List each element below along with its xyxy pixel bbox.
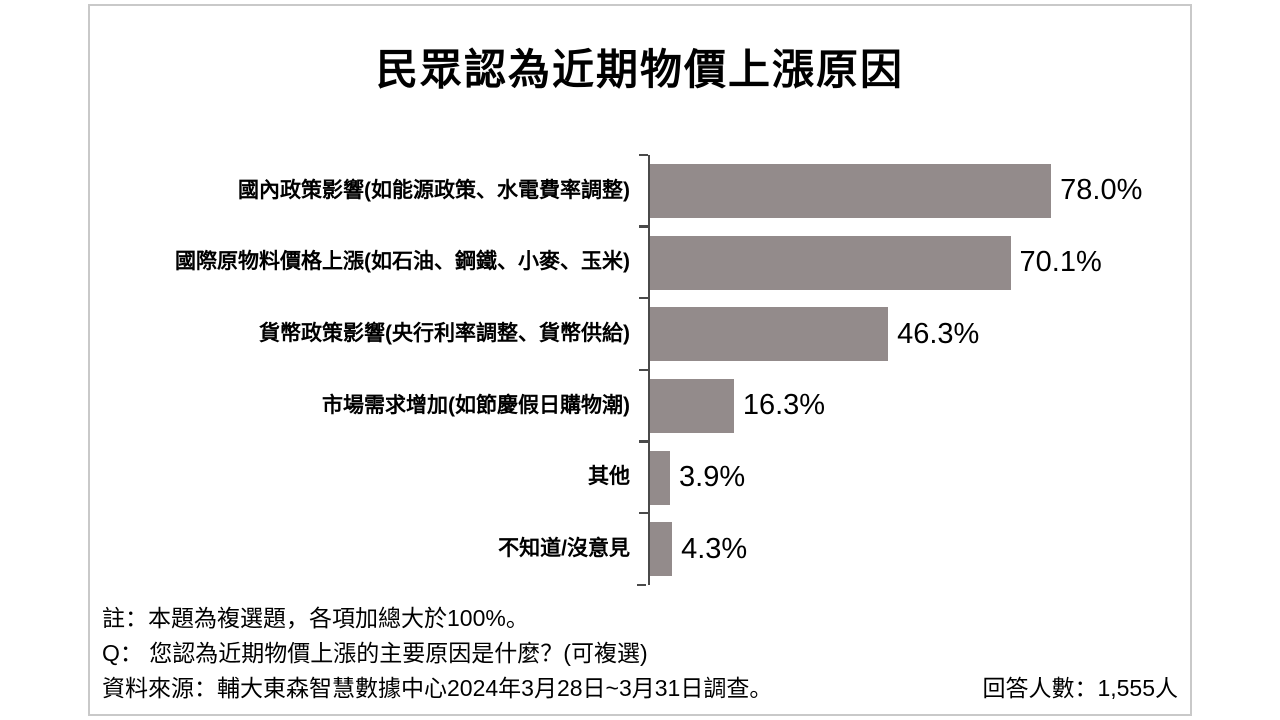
value-label: 78.0% xyxy=(1060,174,1143,207)
axis-tick xyxy=(638,511,648,515)
value-label: 4.3% xyxy=(681,532,748,565)
axis-tick xyxy=(638,440,648,443)
bar xyxy=(650,450,671,505)
plot-area: 46.3% xyxy=(638,296,1190,371)
axis-tick xyxy=(638,368,648,372)
axis-tick xyxy=(636,583,646,587)
category-label: 市場需求增加(如節慶假日購物潮) xyxy=(322,393,630,417)
note-question: Q： 您認為近期物價上漲的主要原因是什麼？(可複選) xyxy=(102,640,648,666)
note-multiselect: 註：本題為複選題，各項加總大於100%。 xyxy=(102,605,529,631)
bar-row: 不知道/沒意見 4.3% xyxy=(90,511,1190,586)
bar xyxy=(650,522,673,577)
chart-footer: 註：本題為複選題，各項加總大於100%。 Q： 您認為近期物價上漲的主要原因是什… xyxy=(102,601,1178,706)
value-label: 70.1% xyxy=(1019,246,1102,279)
bar xyxy=(650,307,889,362)
value-label: 16.3% xyxy=(742,389,826,422)
plot-area: 4.3% xyxy=(638,511,1190,586)
axis-tick xyxy=(638,296,648,300)
plot-area: 78.0% xyxy=(638,153,1190,227)
bar-row: 貨幣政策影響(央行利率調整、貨幣供給) 46.3% xyxy=(90,296,1190,371)
bar-chart: 國內政策影響(如能源政策、水電費率調整) 78.0% 國際原物料價格上漲(如石油、鋼… xyxy=(90,153,1190,587)
category-label: 國內政策影響(如能源政策、水電費率調整) xyxy=(238,178,630,202)
category-label: 貨幣政策影響(央行利率調整、貨幣供給) xyxy=(259,322,630,346)
value-label: 46.3% xyxy=(897,317,980,350)
data-source: 資料來源：輔大東森智慧數據中心2024年3月28日~3月31日調查。 xyxy=(102,675,773,701)
category-label: 國際原物料價格上漲(如石油、鋼鐵、小麥、玉米) xyxy=(175,250,630,274)
category-label: 其他 xyxy=(588,465,630,489)
bar-row: 其他 3.9% xyxy=(90,440,1190,514)
bar-row: 國際原物料價格上漲(如石油、鋼鐵、小麥、玉米) 70.1% xyxy=(90,225,1190,299)
bar xyxy=(650,378,734,433)
chart-title: 民眾認為近期物價上漲原因 xyxy=(375,46,904,93)
plot-area: 3.9% xyxy=(638,440,1190,514)
bar-row: 市場需求增加(如節慶假日購物潮) 16.3% xyxy=(90,368,1190,442)
axis-tick xyxy=(638,225,648,228)
plot-area: 16.3% xyxy=(638,368,1190,442)
bar-row: 國內政策影響(如能源政策、水電費率調整) 78.0% xyxy=(90,153,1190,227)
bar xyxy=(650,163,1052,218)
respondent-count: 回答人數：1,555人 xyxy=(982,675,1178,701)
value-label: 3.9% xyxy=(679,461,746,494)
chart-card: 民眾認為近期物價上漲原因 國內政策影響(如能源政策、水電費率調整) 78.0% 國際… xyxy=(88,4,1192,716)
plot-area: 70.1% xyxy=(638,225,1190,299)
axis-tick xyxy=(638,153,648,156)
source-row: 資料來源：輔大東森智慧數據中心2024年3月28日~3月31日調查。 回答人數：… xyxy=(102,671,1178,706)
bar xyxy=(650,235,1011,290)
category-label: 不知道/沒意見 xyxy=(498,537,630,561)
